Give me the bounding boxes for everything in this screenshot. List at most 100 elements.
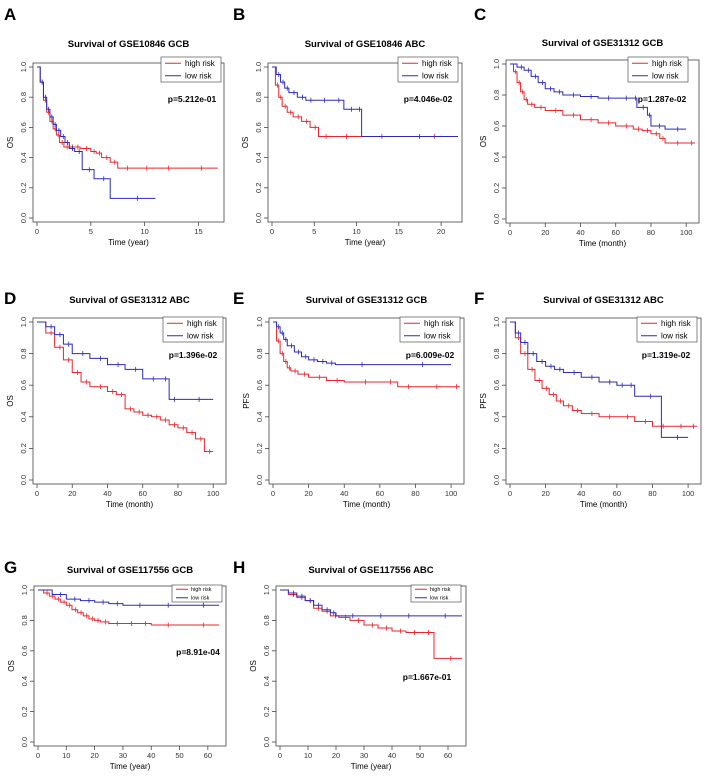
x-tick-label: 20 bbox=[541, 489, 549, 498]
x-tick-label: 60 bbox=[376, 489, 384, 498]
series-line-low-risk bbox=[272, 66, 458, 137]
x-tick-label: 50 bbox=[175, 751, 183, 760]
y-tick-label: 0.4 bbox=[19, 152, 28, 162]
y-tick-label: 0.2 bbox=[262, 706, 271, 716]
x-tick-label: 30 bbox=[119, 751, 127, 760]
chart-title: Survival of GSE31312 GCB bbox=[306, 295, 428, 306]
panel-label: G bbox=[4, 558, 17, 577]
y-tick-label: 1.0 bbox=[19, 317, 28, 327]
y-tick-label: 0.8 bbox=[254, 92, 263, 102]
x-tick-label: 10 bbox=[140, 227, 148, 236]
plot-frame bbox=[505, 317, 702, 485]
p-value: p=1.396e-02 bbox=[169, 350, 218, 360]
x-tick-label: 60 bbox=[613, 489, 621, 498]
y-tick-label: 0.0 bbox=[20, 737, 29, 747]
x-tick-label: 60 bbox=[612, 228, 620, 237]
y-tick-label: 1.0 bbox=[255, 317, 264, 327]
x-axis-label: Time (month) bbox=[580, 500, 628, 509]
y-tick-label: 0.2 bbox=[492, 183, 501, 193]
y-axis-label: OS bbox=[7, 660, 16, 672]
series-line-low-risk bbox=[38, 589, 220, 606]
y-tick-label: 1.0 bbox=[19, 62, 28, 72]
legend-entry: low risk bbox=[652, 72, 680, 81]
x-tick-label: 5 bbox=[89, 227, 93, 236]
y-tick-label: 1.0 bbox=[492, 59, 501, 69]
x-tick-label: 50 bbox=[416, 751, 424, 760]
x-axis-label: Time (month) bbox=[106, 500, 154, 509]
y-tick-label: 0.8 bbox=[492, 348, 501, 358]
y-tick-label: 0.2 bbox=[19, 443, 28, 453]
legend-box bbox=[160, 56, 222, 83]
y-tick-label: 0.2 bbox=[19, 183, 28, 193]
panel-label: C bbox=[474, 5, 486, 24]
y-axis-label: PFS bbox=[479, 393, 488, 409]
x-axis-label: Time (year) bbox=[345, 238, 386, 247]
y-tick-label: 0.0 bbox=[492, 475, 501, 485]
x-tick-label: 20 bbox=[304, 489, 312, 498]
y-tick-label: 1.0 bbox=[492, 317, 501, 327]
y-tick-label: 0.8 bbox=[20, 615, 29, 625]
legend-entry: high risk bbox=[430, 587, 451, 593]
x-tick-label: 10 bbox=[304, 751, 312, 760]
x-tick-label: 40 bbox=[388, 751, 396, 760]
legend-entry: low risk bbox=[422, 72, 450, 81]
x-tick-label: 20 bbox=[332, 751, 340, 760]
panel-b: B Survival of GSE10846 ABC 0.0 0.2 0.4 0.6 0.8… bbox=[233, 5, 463, 247]
x-tick-label: 40 bbox=[103, 489, 111, 498]
y-tick-label: 0.8 bbox=[19, 348, 28, 358]
panel-a: A Survival of GSE10846 GCB 0.0 0.2 0.4 0.6 0.8… bbox=[4, 5, 225, 247]
chart-title: Survival of GSE31312 ABC bbox=[69, 295, 190, 306]
x-tick-label: 80 bbox=[647, 228, 655, 237]
x-tick-label: 80 bbox=[411, 489, 419, 498]
x-tick-label: 30 bbox=[360, 751, 368, 760]
y-tick-label: 1.0 bbox=[254, 62, 263, 72]
plot-frame bbox=[275, 585, 467, 747]
y-tick-label: 0.0 bbox=[19, 213, 28, 223]
x-tick-label: 60 bbox=[204, 751, 212, 760]
series-line-low-risk bbox=[37, 66, 156, 199]
y-tick-label: 0.6 bbox=[254, 122, 263, 132]
y-tick-label: 0.0 bbox=[254, 213, 263, 223]
legend-entry: low risk bbox=[430, 596, 449, 602]
y-tick-label: 0.6 bbox=[492, 380, 501, 390]
y-tick-label: 0.8 bbox=[262, 615, 271, 625]
x-axis-label: Time (year) bbox=[110, 762, 151, 771]
legend-entry: low risk bbox=[424, 332, 452, 341]
plot-frame bbox=[32, 317, 227, 485]
series-line-high-risk bbox=[273, 321, 460, 388]
series-line-high-risk bbox=[510, 63, 695, 144]
y-tick-label: 0.0 bbox=[492, 214, 501, 224]
y-tick-label: 0.0 bbox=[255, 475, 264, 485]
x-tick-label: 40 bbox=[576, 228, 584, 237]
series-line-high-risk bbox=[37, 321, 214, 453]
panel-label: D bbox=[4, 289, 16, 308]
y-axis-label: OS bbox=[241, 137, 250, 149]
panel-f: F Survival of GSE31312 ABC 0.0 0.2 0.4 0.6 0.8… bbox=[474, 289, 702, 509]
y-tick-label: 0.2 bbox=[254, 183, 263, 193]
y-tick-label: 0.2 bbox=[255, 443, 264, 453]
chart-title: Survival of GSE10846 ABC bbox=[305, 39, 426, 50]
p-value: p=1.287e-02 bbox=[638, 94, 687, 104]
plot-frame bbox=[267, 62, 463, 223]
y-tick-label: 1.0 bbox=[20, 585, 29, 595]
plot-frame bbox=[505, 59, 700, 224]
y-tick-label: 0.4 bbox=[20, 676, 29, 686]
plot-frame bbox=[33, 585, 227, 747]
y-tick-label: 0.4 bbox=[19, 412, 28, 422]
x-tick-label: 40 bbox=[147, 751, 155, 760]
y-axis-label: OS bbox=[6, 137, 15, 149]
legend-entry: low risk bbox=[187, 332, 215, 341]
panel-h: H Survival of GSE117556 ABC 0.0 0.2 0.4 0.6 0.… bbox=[233, 558, 467, 771]
plot-frame bbox=[268, 317, 465, 485]
x-tick-label: 20 bbox=[90, 751, 98, 760]
panel-d: D Survival of GSE31312 ABC 0.0 0.2 0.4 0.6 0.8… bbox=[4, 289, 227, 509]
panel-g: G Survival of GSE117556 GCB 0.0 0.2 0.4 0.6 0.… bbox=[4, 558, 227, 771]
x-axis-label: Time (month) bbox=[579, 239, 627, 248]
y-tick-label: 0.6 bbox=[20, 646, 29, 656]
x-tick-label: 0 bbox=[36, 751, 40, 760]
series-line-high-risk bbox=[272, 66, 458, 137]
p-value: p=1.319e-02 bbox=[642, 350, 691, 360]
x-tick-label: 60 bbox=[444, 751, 452, 760]
series-line-low-risk bbox=[273, 321, 452, 366]
x-tick-label: 0 bbox=[35, 227, 39, 236]
